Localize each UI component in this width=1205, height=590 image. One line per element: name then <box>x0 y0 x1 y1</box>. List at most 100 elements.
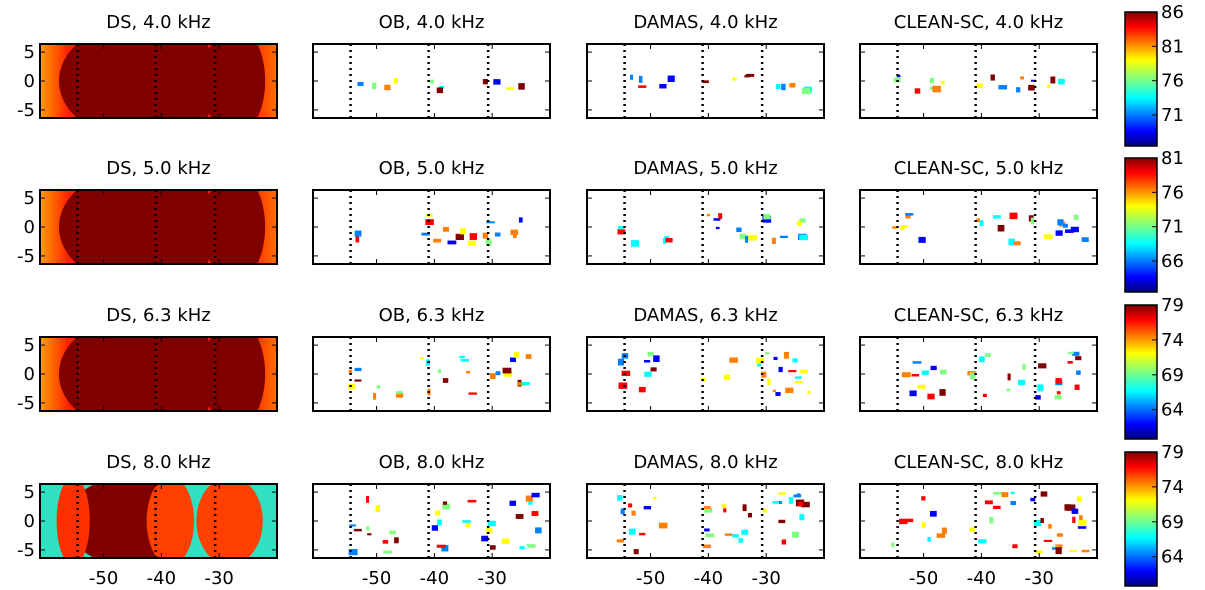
heatmap-spot <box>659 83 667 89</box>
heatmap-spot <box>993 505 1001 510</box>
heatmap <box>892 212 1089 246</box>
y-tick-label: 5 <box>24 482 35 503</box>
heatmap-spot <box>1038 363 1047 369</box>
heatmap-spot <box>1065 229 1074 233</box>
heatmap-spot <box>1050 76 1056 84</box>
panel: CLEAN-SC, 4.0 kHz <box>859 12 1098 119</box>
colorbar-gradient <box>1124 451 1158 587</box>
heatmap-spot <box>395 392 404 398</box>
heatmap-spot <box>469 233 478 240</box>
panel: DS, 6.3 kHz 5 0 -5 <box>17 305 278 414</box>
heatmap-spot <box>775 84 781 90</box>
heatmap-spot <box>906 518 914 523</box>
heatmap-spot <box>495 371 501 376</box>
heatmap-spot <box>1010 501 1016 506</box>
heatmap <box>891 491 1090 555</box>
heatmap-spot <box>662 237 667 244</box>
x-tick-label: -40 <box>694 568 723 589</box>
heatmap <box>357 77 525 94</box>
panel-title: CLEAN-SC, 6.3 kHz <box>894 305 1063 326</box>
heatmap-spot <box>892 226 898 229</box>
panel: DS, 5.0 kHz 5 0 -5 <box>17 158 278 267</box>
heatmap-spot <box>1055 544 1063 549</box>
axes-frame <box>312 483 551 559</box>
heatmap-spot <box>644 360 651 363</box>
heatmap-spot <box>1022 363 1026 370</box>
y-tick-label: 0 <box>24 71 35 92</box>
heatmap-spot <box>794 380 803 384</box>
heatmap-spot <box>706 213 711 217</box>
heatmap-spot <box>396 391 403 394</box>
colorbar-tick-label: 71 <box>1161 217 1184 238</box>
colorbar: 79 74 69 64 <box>1124 295 1184 440</box>
y-tick-label: -5 <box>17 246 35 267</box>
heatmap-spot <box>486 527 493 534</box>
heatmap-spot <box>1079 515 1083 522</box>
heatmap-spot <box>349 524 356 527</box>
panel-title: CLEAN-SC, 5.0 kHz <box>894 158 1063 179</box>
heatmap <box>354 213 523 246</box>
panel: CLEAN-SC, 5.0 kHz <box>859 158 1098 265</box>
colorbar-tick-label: 74 <box>1161 330 1184 351</box>
heatmap-spot <box>1072 516 1076 524</box>
panel-title: OB, 8.0 kHz <box>379 452 485 473</box>
heatmap-spot <box>443 226 449 232</box>
heatmap-spot <box>705 533 715 538</box>
panel: DAMAS, 4.0 kHz <box>586 12 825 119</box>
heatmap-spot <box>1037 384 1044 392</box>
heatmap-spot <box>1030 217 1035 225</box>
heatmap-spot <box>796 493 801 497</box>
heatmap-spot <box>482 232 489 239</box>
x-tick-label: -30 <box>477 568 506 589</box>
heatmap-spot <box>621 370 631 377</box>
heatmap-spot <box>1071 508 1079 514</box>
heatmap-spot <box>486 221 495 224</box>
heatmap <box>893 74 1065 94</box>
heatmap <box>40 484 277 558</box>
heatmap-spot <box>393 77 398 84</box>
heatmap-spot <box>775 392 781 396</box>
heatmap-spot <box>438 85 444 89</box>
heatmap-spot <box>442 501 448 505</box>
heatmap-spot <box>514 352 519 358</box>
heatmap-spot <box>1006 388 1011 392</box>
panel: OB, 5.0 kHz <box>312 158 551 265</box>
panel: DS, 8.0 kHz -50 -40 -30 5 0 -5 <box>17 452 278 589</box>
heatmap-spot <box>799 234 809 241</box>
heatmap-spot <box>896 74 901 78</box>
panel-title: DS, 5.0 kHz <box>106 158 210 179</box>
panel-title: OB, 5.0 kHz <box>379 158 485 179</box>
heatmap-spot <box>969 372 976 380</box>
heatmap-spot <box>905 213 914 216</box>
heatmap-spot <box>1040 518 1044 524</box>
x-tick-label: -50 <box>909 568 938 589</box>
colorbar-tick-label: 74 <box>1161 477 1184 498</box>
heatmap-spot <box>745 235 749 243</box>
heatmap-spot <box>462 520 471 523</box>
heatmap-spot <box>371 82 377 90</box>
heatmap-spot <box>739 233 746 240</box>
heatmap-spot <box>799 218 806 223</box>
y-tick-label: 0 <box>24 217 35 238</box>
heatmap-spot <box>525 354 532 359</box>
heatmap-spot <box>1075 356 1082 361</box>
heatmap-spot <box>433 238 442 243</box>
panel: OB, 6.3 kHz <box>312 305 551 412</box>
colorbar-gradient <box>1124 11 1158 147</box>
heatmap-spot <box>772 389 776 392</box>
heatmap-spot <box>1081 549 1090 553</box>
heatmap-spot <box>1056 391 1061 395</box>
heatmap-spot <box>984 500 993 505</box>
heatmap-spot <box>382 540 389 544</box>
heatmap-spot <box>992 215 1001 219</box>
heatmap-blob <box>149 44 216 118</box>
heatmap-spot <box>1081 237 1089 243</box>
heatmap-spot <box>531 511 539 517</box>
heatmap-spot <box>482 79 488 85</box>
heatmap-spot <box>1072 351 1080 356</box>
heatmap <box>40 337 277 411</box>
panel: DAMAS, 8.0 kHz -50 -40 -30 <box>586 452 825 589</box>
colorbar-tick-label: 81 <box>1161 36 1184 57</box>
heatmap-spot <box>366 495 370 503</box>
heatmap-spot <box>518 83 525 90</box>
